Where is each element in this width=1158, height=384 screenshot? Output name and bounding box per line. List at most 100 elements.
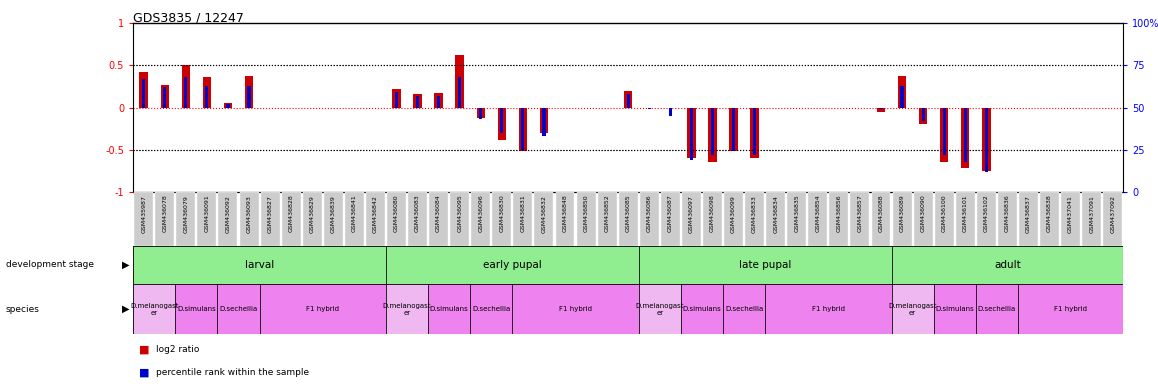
Bar [690,108,692,160]
Text: GSM436086: GSM436086 [647,195,652,232]
Text: F1 hybrid: F1 hybrid [306,306,339,312]
Bar [711,108,714,155]
Bar [139,72,148,108]
Bar [977,192,996,246]
Text: GSM436854: GSM436854 [815,195,820,232]
Text: GSM436101: GSM436101 [962,195,968,232]
Text: early pupal: early pupal [483,260,542,270]
Bar [787,192,806,246]
Bar [244,76,254,108]
Text: D.simulans: D.simulans [430,306,469,312]
Bar [540,108,548,133]
Bar [724,192,743,246]
Bar [618,192,638,246]
Text: GSM436830: GSM436830 [499,195,505,232]
Text: adult: adult [994,260,1020,270]
Bar [703,192,721,246]
Text: GSM436078: GSM436078 [162,195,167,232]
Text: GSM436835: GSM436835 [794,195,799,232]
Bar [943,108,946,155]
Bar [933,284,976,334]
Text: GSM436102: GSM436102 [984,195,989,232]
Text: GSM436852: GSM436852 [604,195,609,232]
Bar [479,108,483,119]
Bar [248,86,250,108]
Bar [324,192,343,246]
Text: GSM436831: GSM436831 [520,195,526,232]
Bar [1040,192,1060,246]
Bar [963,108,967,162]
Bar [669,108,672,116]
Text: GSM436827: GSM436827 [267,195,272,233]
Bar [142,79,145,108]
Bar [133,284,175,334]
Text: late pupal: late pupal [739,260,791,270]
Bar [682,192,701,246]
Bar [767,192,785,246]
Bar [955,192,975,246]
Text: GSM436084: GSM436084 [437,195,441,232]
Bar [750,108,758,158]
Text: larval: larval [245,260,274,270]
Bar [477,108,485,118]
Text: GSM437041: GSM437041 [1068,195,1073,233]
Bar [492,192,512,246]
Text: GSM436083: GSM436083 [415,195,420,232]
Bar [626,94,630,108]
Bar [155,192,174,246]
Text: D.sechellia: D.sechellia [977,306,1016,312]
Text: GSM436839: GSM436839 [331,195,336,233]
Bar [386,284,428,334]
Text: GSM436836: GSM436836 [1005,195,1010,232]
Text: D.melanogast
er: D.melanogast er [130,303,178,316]
Text: ■: ■ [139,344,149,354]
Bar [897,76,907,108]
Text: percentile rank within the sample: percentile rank within the sample [156,368,309,377]
Text: ▶: ▶ [122,260,129,270]
Bar [521,108,525,150]
Text: D.sechellia: D.sechellia [219,306,257,312]
Bar [732,108,735,151]
Bar [556,192,574,246]
Text: D.melanogast
er: D.melanogast er [636,303,684,316]
Text: GSM436829: GSM436829 [309,195,315,233]
Text: GSM436842: GSM436842 [373,195,378,233]
Bar [661,192,680,246]
Bar [470,284,512,334]
Bar [961,108,969,168]
Bar [182,65,190,108]
Text: GSM436093: GSM436093 [247,195,251,233]
Bar [577,192,595,246]
Text: GSM436841: GSM436841 [352,195,357,232]
Bar [1083,192,1101,246]
Bar [892,284,933,334]
Text: GSM436095: GSM436095 [457,195,462,232]
Bar [1018,284,1123,334]
Text: F1 hybrid: F1 hybrid [812,306,845,312]
Text: F1 hybrid: F1 hybrid [559,306,592,312]
Text: GSM436100: GSM436100 [941,195,947,232]
Text: GSM436087: GSM436087 [668,195,673,232]
Text: GSM436832: GSM436832 [542,195,547,233]
Bar [919,108,928,124]
Text: GSM436080: GSM436080 [394,195,400,232]
Text: D.melanogast
er: D.melanogast er [383,303,431,316]
Bar [1061,192,1080,246]
Text: GSM436099: GSM436099 [731,195,736,233]
Text: D.melanogast
er: D.melanogast er [888,303,937,316]
Bar [730,108,738,151]
Bar [1104,192,1122,246]
Bar [829,192,849,246]
Bar [753,108,756,155]
Text: GSM436098: GSM436098 [710,195,714,232]
Bar [498,108,506,140]
Bar [687,108,696,158]
Bar [640,192,659,246]
Bar [471,192,490,246]
Bar [395,92,398,108]
Bar [879,108,882,109]
Text: GSM436850: GSM436850 [584,195,588,232]
Bar [281,192,301,246]
Text: GSM436848: GSM436848 [563,195,567,232]
Bar [940,108,948,162]
